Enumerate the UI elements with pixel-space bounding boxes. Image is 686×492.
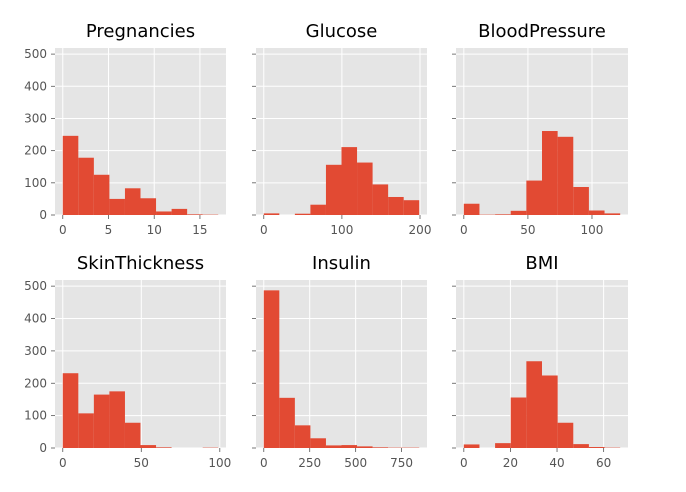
histogram-bar <box>372 447 389 448</box>
subplot-glucose: 0 100 200 Glucose <box>252 21 431 237</box>
histogram-bar <box>604 213 621 215</box>
histogram-bar <box>495 443 511 448</box>
histogram-bar <box>526 361 542 448</box>
y-tick-label: 300 <box>24 344 47 358</box>
x-tick-label: 750 <box>390 456 413 470</box>
x-tick-label: 50 <box>134 456 149 470</box>
histogram-bar <box>341 147 358 215</box>
histogram-bar <box>542 131 558 215</box>
x-tick-label: 50 <box>520 223 535 237</box>
histogram-bar <box>542 375 558 448</box>
subplot-title: Pregnancies <box>86 21 195 42</box>
histogram-bar <box>573 444 589 448</box>
y-tick-label: 400 <box>24 312 47 326</box>
y-tick-label: 500 <box>24 47 47 61</box>
x-tick-label: 0 <box>260 456 268 470</box>
histogram-bar <box>573 187 589 215</box>
subplot-title: SkinThickness <box>77 253 204 274</box>
histogram-bar <box>279 397 295 448</box>
histogram-bar <box>463 444 480 448</box>
x-tick-label: 100 <box>330 223 353 237</box>
y-tick-label: 300 <box>24 111 47 125</box>
histogram-bar <box>403 200 420 215</box>
y-tick-label: 100 <box>24 409 47 423</box>
histogram-bar <box>156 211 172 215</box>
subplot-skinthickness: 0 50 100 0 100 200 300 400 500 SkinThickness <box>24 253 231 470</box>
y-tick-label: 200 <box>24 144 47 158</box>
histogram-bar <box>588 447 605 448</box>
histogram-bar <box>341 445 358 448</box>
subplot-title: Glucose <box>306 21 378 42</box>
histogram-bar <box>124 422 141 448</box>
y-tick-label: 0 <box>39 441 47 455</box>
histogram-bar <box>526 180 542 215</box>
histogram-bar <box>263 290 280 448</box>
histogram-bar <box>62 373 79 448</box>
histogram-bar <box>510 210 527 215</box>
x-tick-label: 100 <box>581 223 604 237</box>
x-tick-label: 200 <box>409 223 432 237</box>
histogram-bar <box>187 214 203 215</box>
x-tick-label: 0 <box>59 223 67 237</box>
x-tick-label: 10 <box>147 223 162 237</box>
histogram-bar <box>325 445 342 448</box>
histogram-bar <box>310 438 326 448</box>
histogram-bar <box>495 214 511 215</box>
subplot-bloodpressure: 0 50 100 BloodPressure <box>452 21 628 237</box>
subplot-title: BMI <box>525 253 558 274</box>
x-tick-label: 0 <box>460 223 468 237</box>
subplot-title: BloodPressure <box>478 21 606 42</box>
x-tick-label: 0 <box>260 223 268 237</box>
histogram-bar <box>388 196 404 215</box>
histogram-bar <box>357 162 373 215</box>
histogram-bar <box>93 174 110 215</box>
x-tick-label: 40 <box>549 456 564 470</box>
histogram-bar <box>140 445 157 448</box>
histogram-bar <box>294 425 311 448</box>
histogram-bar <box>510 397 527 448</box>
x-tick-label: 20 <box>503 456 518 470</box>
histogram-bar <box>310 204 326 215</box>
x-tick-label: 500 <box>344 456 367 470</box>
y-tick-label: 500 <box>24 279 47 293</box>
subplot-title: Insulin <box>312 253 371 274</box>
histogram-bar <box>93 394 110 448</box>
histogram-bar <box>557 422 574 448</box>
x-tick-label: 60 <box>596 456 611 470</box>
y-tick-label: 100 <box>24 176 47 190</box>
histogram-bar <box>588 210 605 215</box>
histogram-bar <box>78 157 94 215</box>
y-tick-label: 400 <box>24 79 47 93</box>
x-tick-label: 5 <box>105 223 113 237</box>
y-tick-label: 0 <box>39 208 47 222</box>
histogram-bar <box>357 446 373 448</box>
subplot-bmi: 0 20 40 60 BMI <box>452 253 628 470</box>
x-tick-label: 100 <box>208 456 231 470</box>
x-tick-label: 0 <box>59 456 67 470</box>
histogram-bar <box>62 135 79 215</box>
subplot-insulin: 0 250 500 750 Insulin <box>252 253 427 470</box>
histogram-bar <box>294 213 311 215</box>
y-tick-label: 200 <box>24 376 47 390</box>
x-tick-label: 15 <box>192 223 207 237</box>
histogram-bar <box>557 136 574 215</box>
histogram-bar <box>156 447 172 448</box>
histogram-bar <box>109 391 125 448</box>
x-tick-label: 250 <box>298 456 321 470</box>
histogram-bar <box>124 188 141 215</box>
x-tick-label: 0 <box>460 456 468 470</box>
histogram-bar <box>140 198 157 215</box>
histogram-bar <box>171 208 188 215</box>
histogram-bar <box>109 198 125 215</box>
histogram-bar <box>263 213 280 215</box>
histogram-bar <box>78 413 94 448</box>
histogram-bar <box>463 203 480 215</box>
histogram-bar <box>325 164 342 215</box>
subplot-pregnancies: 0 5 10 15 0 100 200 300 400 500 Pregnancies <box>24 21 226 237</box>
histogram-bar <box>372 184 389 215</box>
